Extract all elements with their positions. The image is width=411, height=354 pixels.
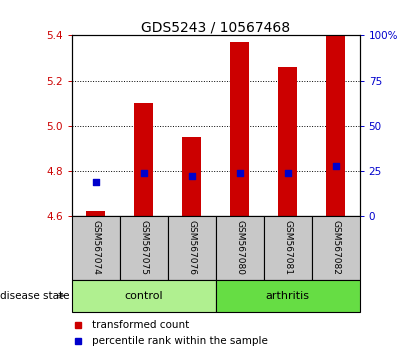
Bar [264,216,312,280]
Text: GSM567082: GSM567082 [331,220,340,275]
Point [92,179,99,185]
Text: GSM567081: GSM567081 [283,220,292,275]
Point [284,170,291,176]
Title: GDS5243 / 10567468: GDS5243 / 10567468 [141,20,290,34]
Bar [72,216,120,280]
Bar [278,67,297,216]
Point [236,170,243,176]
Bar [216,280,360,312]
Text: arthritis: arthritis [266,291,310,301]
Bar [120,216,168,280]
Text: GSM567076: GSM567076 [187,220,196,275]
Bar [312,216,360,280]
Bar [216,216,264,280]
Text: GSM567075: GSM567075 [139,220,148,275]
Text: disease state: disease state [0,291,69,301]
Bar [134,103,153,216]
Bar [230,42,249,216]
Point [189,173,195,179]
Text: control: control [125,291,163,301]
Bar [72,280,216,312]
Text: percentile rank within the sample: percentile rank within the sample [92,336,268,346]
Bar [326,35,345,216]
Bar [86,211,106,216]
Point [332,164,339,169]
Bar [168,216,216,280]
Bar [182,137,201,216]
Point [141,170,147,176]
Text: transformed count: transformed count [92,320,189,330]
Text: GSM567080: GSM567080 [235,220,244,275]
Text: GSM567074: GSM567074 [91,220,100,275]
